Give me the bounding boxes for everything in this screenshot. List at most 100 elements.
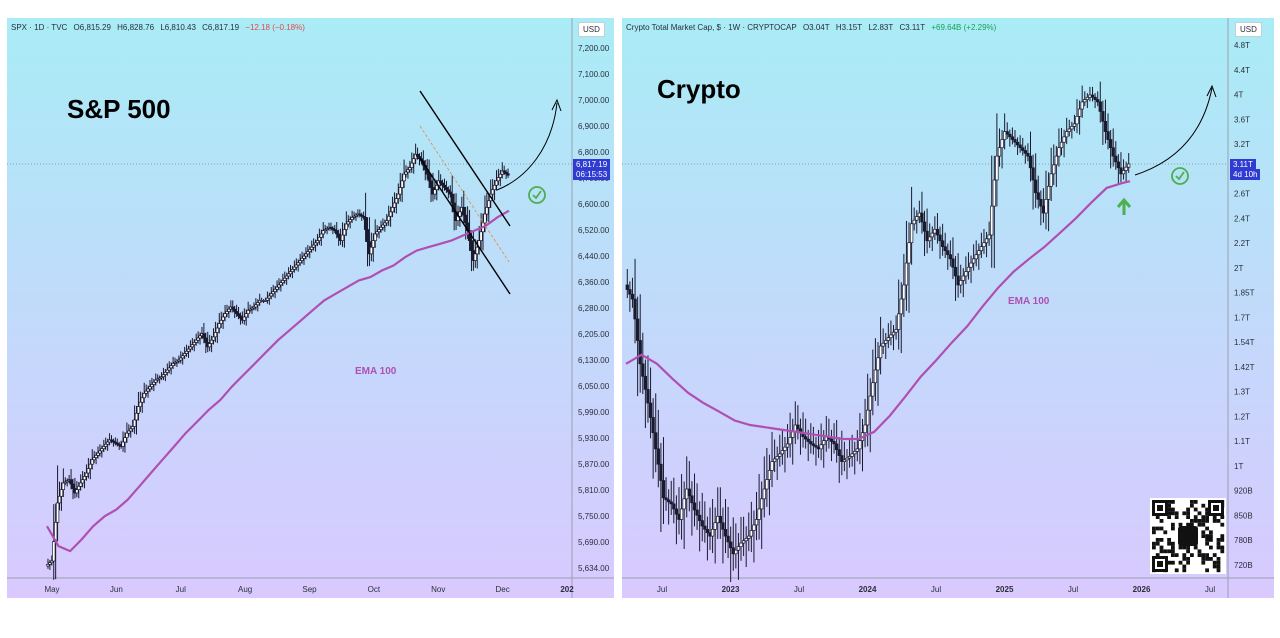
y-tick-label: 6,520.00 (578, 226, 610, 235)
sp500-ohlc-header: SPX · 1D · TVC O6,815.29 H6,828.76 L6,81… (11, 23, 309, 32)
candle-body (695, 509, 699, 516)
candle-body (915, 216, 919, 221)
candle-body (1121, 170, 1126, 175)
candle-body (79, 482, 83, 487)
candle-body (398, 187, 402, 195)
candle-body (793, 424, 797, 432)
candle-body (71, 483, 75, 489)
candle-body (964, 271, 968, 277)
x-tick-label: Jul (657, 585, 667, 594)
candle-body (485, 207, 489, 215)
candle-body (211, 336, 216, 341)
arrow-up-icon (1116, 197, 1132, 215)
y-tick-label: 920B (1234, 487, 1253, 496)
candle-body (863, 424, 867, 434)
candle-body (1072, 123, 1077, 127)
x-tick-label: Aug (238, 585, 252, 594)
y-tick-label: 780B (1234, 536, 1253, 545)
candle-body (855, 448, 859, 452)
candle-body (283, 277, 287, 281)
candle-body (111, 440, 116, 443)
candle-body (296, 262, 300, 266)
candle-body (369, 246, 374, 255)
candle-body (315, 240, 320, 244)
y-tick-label: 5,870.00 (578, 460, 610, 469)
x-tick-label: Nov (431, 585, 445, 594)
candle-body (192, 342, 196, 345)
candle-body (373, 233, 377, 241)
candle-body (897, 313, 901, 330)
x-tick-label: Jul (1205, 585, 1215, 594)
candle-body (348, 219, 352, 223)
y-tick-label: 1.7T (1234, 313, 1250, 322)
candle-body (227, 308, 231, 312)
candle-body (703, 525, 707, 530)
candle-body (1054, 155, 1058, 166)
candle-body (136, 406, 141, 414)
candle-body (641, 363, 645, 377)
candle-body (363, 216, 368, 230)
candle-body (134, 412, 139, 421)
candle-body (871, 382, 875, 397)
candle-body (504, 171, 508, 175)
candle-body (643, 375, 648, 390)
candle-body (302, 255, 306, 259)
candle-body (744, 538, 748, 542)
candle-body (186, 348, 191, 352)
y-tick-label: 6,800.00 (578, 148, 610, 157)
candle-body (682, 498, 686, 510)
candle-body (716, 515, 720, 524)
candle-body (59, 489, 64, 497)
y-tick-label: 2T (1234, 264, 1243, 273)
symbol-label: SPX · 1D · TVC (11, 23, 68, 32)
candle-body (734, 549, 738, 555)
candle-body (252, 306, 256, 309)
candle-body (77, 485, 81, 490)
candle-body (194, 339, 198, 343)
y-tick-label: 1.1T (1234, 437, 1250, 446)
candle-body (1065, 131, 1069, 138)
channel-lower-line (419, 157, 511, 295)
candle-body (294, 264, 298, 268)
candle-body (358, 213, 362, 216)
candle-body (664, 497, 668, 501)
candle-body (1034, 179, 1038, 194)
candle-body (129, 428, 133, 432)
candle-body (109, 439, 114, 442)
candle-body (450, 193, 454, 204)
candle-body (117, 443, 121, 446)
candle-body (102, 446, 106, 450)
candle-body (269, 293, 273, 297)
candle-body (490, 189, 495, 195)
candle-body (146, 388, 150, 392)
candle-body (700, 520, 704, 527)
candle-body (231, 306, 235, 310)
candle-body (404, 171, 408, 175)
low-value: L2.83T (868, 23, 894, 32)
candle-body (75, 489, 79, 494)
candle-body (408, 167, 412, 171)
x-tick-label: Sep (302, 585, 317, 594)
channel-mid-line (419, 125, 510, 263)
candle-body (747, 535, 751, 539)
y-tick-label: 6,050.00 (578, 382, 610, 391)
candle-body (154, 379, 158, 383)
candle-body (1098, 101, 1102, 112)
x-tick-label: 2026 (1133, 585, 1151, 594)
candle-body (233, 308, 237, 312)
candle-body (439, 180, 443, 184)
candle-body (410, 162, 414, 168)
candle-body (354, 214, 358, 217)
candle-body (1077, 108, 1082, 117)
currency-button[interactable]: USD (1235, 22, 1262, 37)
currency-button[interactable]: USD (578, 22, 605, 37)
candle-body (69, 479, 73, 485)
candle-body (506, 173, 510, 176)
candle-body (244, 313, 248, 318)
candle-body (780, 450, 785, 455)
candle-body (723, 529, 728, 537)
candle-body (708, 532, 712, 537)
y-tick-label: 6,280.00 (578, 304, 610, 313)
candle-body (340, 234, 345, 241)
candle-body (342, 229, 347, 236)
